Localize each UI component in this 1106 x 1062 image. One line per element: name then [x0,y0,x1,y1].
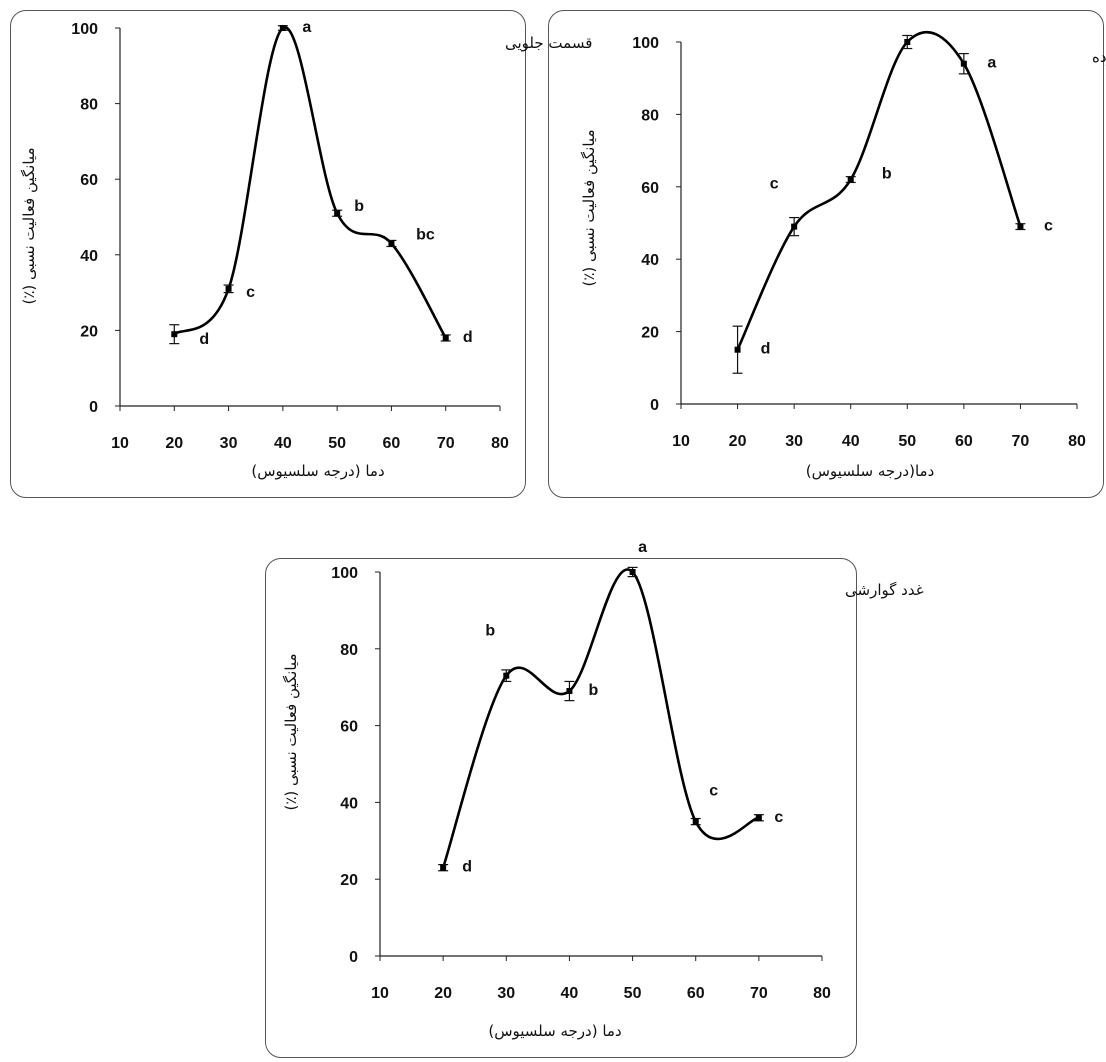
chart1-data-point [1017,223,1024,230]
chart2-y-tick-label: 100 [331,565,358,582]
chart2-y-tick-label: 40 [340,795,358,812]
chart2-significance-label: b [589,682,599,699]
chart2-significance-label: b [485,623,495,640]
chart0-x-tick-label: 50 [328,435,346,452]
chart1-x-tick-label: 50 [898,433,916,450]
chart1-y-tick-label: 60 [641,180,659,197]
chart1-x-tick-label: 30 [785,433,803,450]
chart2-data-point [755,814,762,821]
chart1-x-tick-label: 80 [1068,433,1086,450]
chart0-y-tick-label: 40 [80,248,98,265]
chart0-data-point [225,285,232,292]
chart1-y-axis-label: میانگین فعالیت نسبی (٪) [580,130,598,287]
chart-panel-intestine [548,10,1104,498]
chart0-significance-label: bc [416,226,435,243]
chart0-data-point [279,25,286,31]
chart1-x-tick-label: 20 [729,433,747,450]
chart2-x-tick-label: 80 [813,985,831,1002]
chart1-y-tick-label: 0 [650,397,659,414]
chart2-data-point [503,672,510,679]
chart2-significance-label: c [709,783,718,800]
chart0-significance-label: d [199,331,209,348]
chart2-y-axis-label: میانگین فعالیت نسبی (٪) [282,654,300,811]
chart1-significance-label: d [761,341,771,358]
chart2-data-point [629,569,636,575]
chart2-data-point [440,864,447,871]
chart1-y-tick-label: 40 [641,252,659,269]
chart0-data-point [442,334,449,341]
chart1-y-tick-label: 20 [641,325,659,342]
chart0-x-tick-label: 60 [383,435,401,452]
chart2-data-point [566,688,573,695]
chart1-significance-label: c [1044,218,1053,235]
chart0-y-tick-label: 80 [80,97,98,114]
chart2-significance-label: c [774,809,783,826]
chart1-title: روده [1092,48,1106,66]
chart2-x-tick-label: 60 [687,985,705,1002]
chart1-x-axis-label: دما(درجه سلسیوس) [806,462,935,480]
chart0-y-tick-label: 20 [80,323,98,340]
chart-panel-digestive-glands [265,558,857,1058]
chart0-x-tick-label: 70 [437,435,455,452]
chart0-significance-label: d [463,329,473,346]
chart0-x-tick-label: 80 [491,435,509,452]
chart1-y-tick-label: 80 [641,107,659,124]
chart2-x-tick-label: 40 [561,985,579,1002]
chart2-y-tick-label: 80 [340,642,358,659]
chart-panel-front-section [10,10,526,498]
chart2-significance-label: a [638,539,647,556]
chart2-y-tick-label: 20 [340,872,358,889]
chart0-data-point [388,240,395,247]
chart2-x-tick-label: 70 [750,985,768,1002]
chart0-x-tick-label: 20 [165,435,183,452]
chart0-data-point [334,210,341,217]
chart0-y-tick-label: 0 [89,399,98,416]
chart0-x-tick-label: 10 [111,435,129,452]
chart1-data-point [734,346,741,353]
chart0-significance-label: c [246,284,255,301]
chart1-x-tick-label: 60 [955,433,973,450]
chart2-y-tick-label: 60 [340,719,358,736]
chart2-data-point [692,818,699,825]
chart0-y-tick-label: 100 [71,21,98,38]
chart2-x-tick-label: 20 [434,985,452,1002]
chart0-x-tick-label: 30 [220,435,238,452]
chart2-y-tick-label: 0 [349,949,358,966]
chart2-x-tick-label: 50 [624,985,642,1002]
chart1-significance-label: c [770,176,779,193]
chart1-x-tick-label: 70 [1012,433,1030,450]
chart2-significance-label: d [462,859,472,876]
chart2-series-line [441,568,760,869]
chart0-series-line [173,26,447,339]
chart1-data-point [847,176,854,183]
chart2-x-axis-label: دما (درجه سلسیوس) [488,1022,621,1040]
chart0-significance-label: a [302,19,311,36]
chart0-x-axis-label: دما (درجه سلسیوس) [251,462,384,480]
chart0-y-axis-label: میانگین فعالیت نسبی (٪) [20,148,38,305]
chart0-y-tick-label: 60 [80,172,98,189]
chart1-x-tick-label: 10 [672,433,690,450]
chart1-significance-label: b [882,166,892,183]
chart1-data-point [791,223,798,230]
chart1-data-point [904,39,911,45]
chart2-x-tick-label: 10 [371,985,389,1002]
chart2-x-tick-label: 30 [497,985,515,1002]
chart1-x-tick-label: 40 [842,433,860,450]
chart1-significance-label: a [987,55,996,72]
chart2-title: غدد گوارشی [845,581,924,599]
chart0-significance-label: b [354,198,364,215]
chart0-data-point [171,331,178,338]
chart1-data-point [960,60,967,67]
chart1-series-line [736,31,1022,351]
chart0-title: قسمت جلویی [505,34,592,52]
chart0-x-tick-label: 40 [274,435,292,452]
chart1-y-tick-label: 100 [632,35,659,52]
